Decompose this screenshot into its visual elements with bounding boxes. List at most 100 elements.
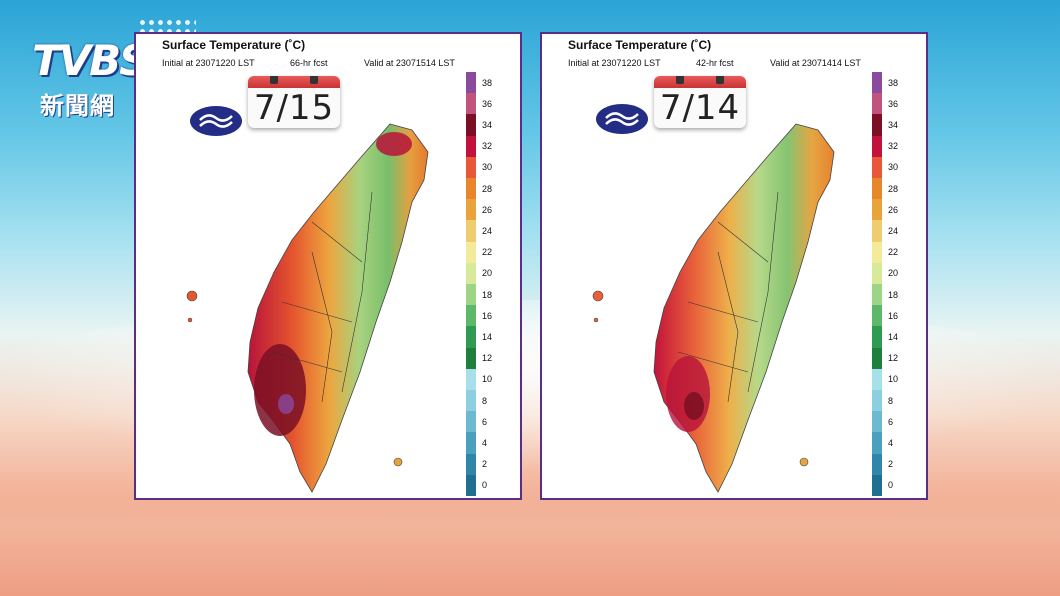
colorbar-label: 22: [482, 247, 493, 258]
county-borders: [271, 191, 373, 403]
colorbar-label: 24: [888, 226, 899, 236]
colorbar-label: 38: [482, 77, 493, 88]
temperature-map: [186, 123, 429, 493]
cwb-logo: [190, 106, 242, 136]
taiwan-island: [247, 123, 429, 493]
colorbar-label: 18: [482, 289, 493, 300]
colorbar-label: 10: [888, 374, 899, 385]
colorbar-segment: [466, 453, 476, 476]
green-island: [393, 457, 403, 467]
initial-time: Initial at 23071220 LST: [162, 58, 255, 68]
colorbar-segment: [466, 178, 476, 200]
colorbar-segment: [872, 93, 882, 115]
date-calendar-badge: 7/14: [654, 76, 746, 128]
colorbar-label: 30: [482, 162, 493, 173]
colorbar-label: 12: [482, 353, 493, 364]
colorbar-segment: [466, 305, 476, 327]
colorbar-segment: [466, 135, 476, 158]
colorbar-segment: [466, 72, 476, 94]
colorbar-label: 4: [482, 438, 488, 448]
colorbar-segment: [466, 156, 476, 179]
penghu-islands: [592, 290, 604, 302]
colorbar-segment: [872, 305, 882, 327]
hot-spot-core: [684, 392, 704, 420]
forecast-hour: 42-hr fcst: [696, 58, 734, 68]
colorbar-segment: [466, 411, 476, 433]
date-calendar-badge: 7/15: [248, 76, 340, 128]
colorbar-segment: [872, 453, 882, 476]
colorbar-label: 0: [482, 480, 488, 491]
colorbar-label: 8: [888, 395, 894, 406]
hot-spot-south: [666, 356, 710, 432]
panel-title: Surface Temperature (˚C): [568, 38, 712, 52]
colorbar-segment: [466, 241, 476, 264]
colorbar-segment: [872, 262, 882, 285]
colorbar-segment: [872, 178, 882, 200]
calendar-ring-icon: [716, 76, 724, 84]
colorbar-label: 22: [888, 247, 899, 258]
colorbar-segment: [872, 390, 882, 412]
colorbar-label: 16: [888, 310, 899, 321]
colorbar-label: 16: [482, 310, 493, 321]
colorbar-segment: [466, 432, 476, 455]
forecast-panel-0715: Surface Temperature (˚C) Initial at 2307…: [134, 32, 522, 500]
forecast-hour: 66-hr fcst: [290, 58, 328, 68]
colorbar-label: 8: [482, 395, 488, 406]
penghu-islands: [186, 290, 198, 302]
colorbar-segment: [872, 220, 882, 243]
temperature-colorbar: 38 36 34 32 30 28 26 24 22 20 18 16 14 12 10 8 6 4 2 0: [872, 72, 898, 497]
colorbar-segment: [466, 262, 476, 285]
hot-spot-purple: [278, 394, 294, 414]
colorbar-label: 2: [482, 459, 488, 470]
colorbar-label: 26: [482, 204, 493, 215]
colorbar-label: 0: [888, 480, 894, 491]
colorbar-label: 36: [482, 98, 493, 109]
calendar-ring-icon: [310, 76, 318, 84]
colorbar-label: 36: [888, 98, 899, 109]
colorbar-label: 20: [888, 268, 899, 279]
valid-time: Valid at 23071414 LST: [770, 58, 861, 68]
colorbar-segment: [466, 368, 476, 391]
temperature-colorbar: 38 36 34 32 30 28 26 24 22 20 18 16 14 12 10 8 6 4 2 0: [466, 72, 492, 497]
colorbar-label: 6: [482, 416, 488, 427]
colorbar-segment: [872, 474, 882, 497]
taiwan-island: [653, 123, 835, 493]
cwb-emblem-icon: [199, 114, 233, 128]
colorbar-segment: [872, 347, 882, 370]
colorbar-segment: [872, 156, 882, 179]
colorbar-segment: [466, 474, 476, 497]
colorbar-label: 30: [888, 162, 899, 173]
initial-time: Initial at 23071220 LST: [568, 58, 661, 68]
penghu-islet: [593, 317, 599, 323]
colorbar-segment: [872, 135, 882, 158]
colorbar-label: 2: [888, 459, 894, 470]
colorbar-label: 38: [888, 77, 899, 88]
colorbar-segment: [872, 241, 882, 264]
colorbar-label: 10: [482, 374, 493, 385]
colorbar-label: 6: [888, 416, 894, 427]
valid-time: Valid at 23071514 LST: [364, 58, 455, 68]
colorbar-segment: [466, 390, 476, 412]
colorbar-segment: [466, 347, 476, 370]
colorbar-label: 26: [888, 204, 899, 215]
county-borders: [677, 191, 779, 403]
date-label: 7/14: [659, 88, 741, 128]
temperature-map: [592, 123, 835, 493]
colorbar-segment: [466, 220, 476, 243]
cwb-logo: [596, 104, 648, 134]
date-label: 7/15: [253, 88, 335, 128]
panel-title: Surface Temperature (˚C): [162, 38, 306, 52]
colorbar-segment: [466, 199, 476, 221]
colorbar-label: 34: [888, 120, 899, 130]
colorbar-label: 28: [482, 183, 493, 194]
calendar-ring-icon: [676, 76, 684, 84]
colorbar-segment: [466, 93, 476, 115]
colorbar-segment: [872, 284, 882, 306]
colorbar-segment: [872, 432, 882, 455]
colorbar-segment: [466, 284, 476, 306]
colorbar-segment: [466, 326, 476, 349]
colorbar-segment: [872, 368, 882, 391]
colorbar-label: 12: [888, 353, 899, 364]
colorbar-label: 4: [888, 438, 894, 448]
colorbar-label: 18: [888, 289, 899, 300]
